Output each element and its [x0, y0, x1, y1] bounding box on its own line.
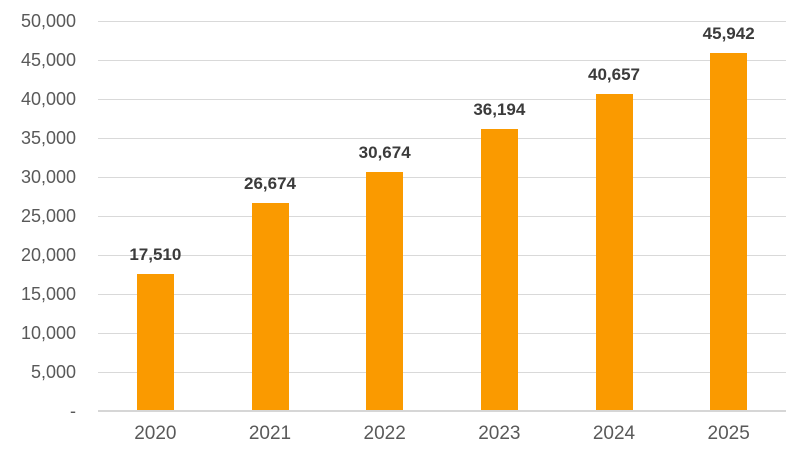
y-tick-label: 45,000	[20, 50, 76, 70]
y-tick-label: 30,000	[20, 167, 76, 187]
x-axis-line	[98, 410, 786, 412]
x-tick-label: 2023	[478, 423, 521, 444]
bar	[136, 274, 174, 411]
bar-value-label: 40,657	[588, 65, 640, 84]
y-tick-label: 25,000	[20, 206, 76, 226]
y-tick-label: 50,000	[20, 11, 76, 31]
gridline	[98, 255, 786, 256]
bar	[251, 203, 289, 411]
x-tick-label: 2024	[592, 423, 636, 444]
bar-value-label: 17,510	[129, 245, 182, 264]
gridline	[98, 294, 786, 295]
gridline	[98, 21, 786, 22]
gridline	[98, 99, 786, 100]
bar-value-label: 36,194	[473, 100, 526, 119]
gridline	[98, 333, 786, 334]
gridline	[98, 60, 786, 61]
bar-value-label: 45,942	[702, 24, 755, 43]
gridline	[98, 216, 786, 217]
x-tick-label: 2020	[134, 423, 177, 444]
y-tick-label: 40,000	[20, 89, 76, 109]
bar	[710, 53, 748, 411]
y-tick-label: -	[70, 401, 76, 421]
y-tick-label: 10,000	[20, 323, 76, 343]
x-axis: 2020 2021 2022 2023 2024 2025	[98, 422, 786, 448]
gridline	[98, 138, 786, 139]
bar	[480, 129, 518, 411]
gridline	[98, 177, 786, 178]
bar-value-label: 30,674	[358, 143, 411, 162]
x-tick-label: 2025	[707, 423, 750, 444]
bar-value-label: 26,674	[244, 174, 296, 193]
x-tick-label: 2021	[248, 423, 292, 444]
bar	[595, 94, 633, 411]
y-axis: - 5,000 10,000 15,000 20,000 25,000 30,000 35,0…	[0, 0, 76, 458]
x-tick-label: 2022	[363, 423, 406, 444]
y-tick-label: 35,000	[20, 128, 76, 148]
y-tick-label: 5,000	[30, 362, 76, 382]
bar	[366, 172, 404, 411]
y-tick-label: 20,000	[20, 245, 76, 265]
y-tick-label: 15,000	[20, 284, 76, 304]
plot-area: 17,510 26,674 30,674 36,194 40,657 45,942	[98, 21, 786, 412]
gridline	[98, 372, 786, 373]
